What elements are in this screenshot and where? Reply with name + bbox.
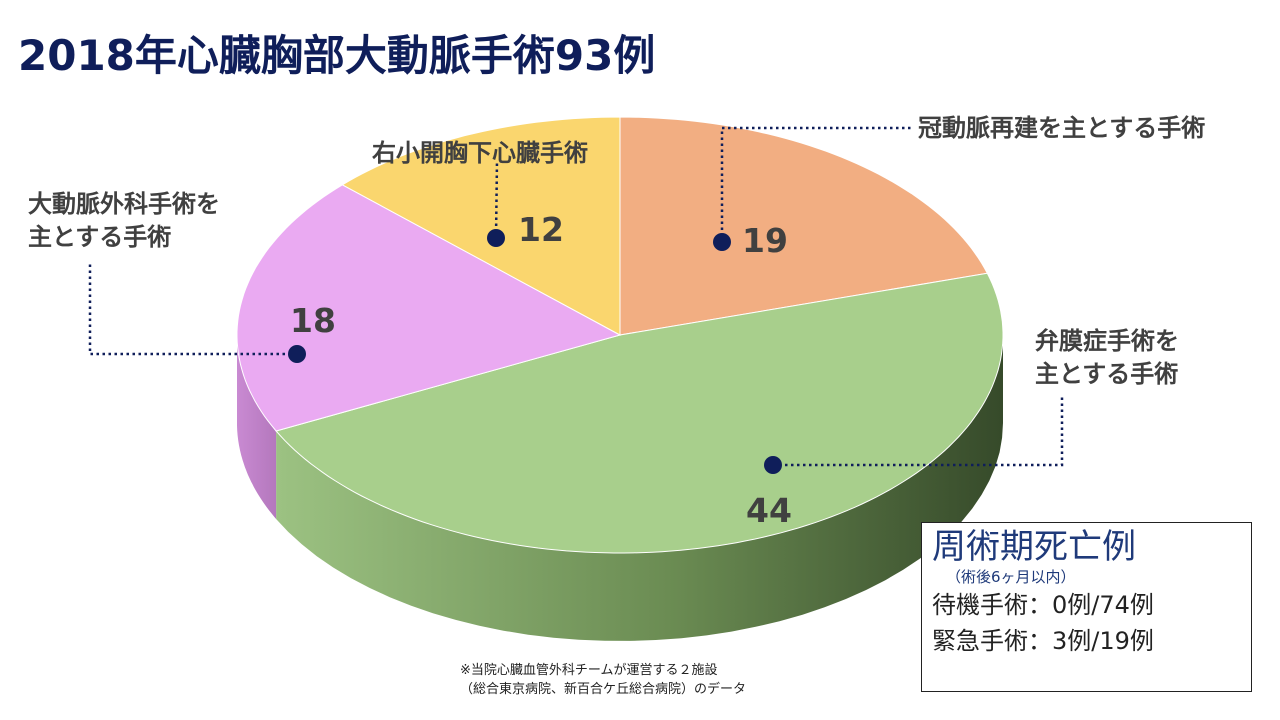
leader-line-valve — [773, 395, 1064, 467]
slice-label-line: 主とする手術 — [1035, 360, 1179, 388]
page-title: 2018年心臓胸部大動脈手術93例 — [18, 31, 656, 80]
pie-side-valve — [276, 335, 1004, 641]
slice-label-line: 冠動脈再建を主とする手術 — [918, 114, 1206, 142]
footnote: ※当院心臓血管外科チームが運営する２施設 （総合東京病院、新百合ケ丘総合病院）の… — [460, 661, 746, 699]
pie-side-aortic — [237, 335, 277, 519]
slice-label-line: 右小開胸下心臓手術 — [372, 139, 588, 167]
mortality-subheading: （術後6ヶ月以内） — [946, 568, 1076, 586]
leader-marker-minithoracotomy — [487, 229, 505, 247]
slice-label-coronary: 冠動脈再建を主とする手術 — [918, 112, 1205, 145]
footnote-line: （総合東京病院、新百合ケ丘総合病院）のデータ — [460, 682, 747, 697]
mortality-heading: 周術期死亡例 — [932, 527, 1136, 567]
slice-label-valve: 弁膜症手術を 主とする手術 — [1035, 325, 1179, 391]
elective-surgery-mortality: 待機手術：0例/74例 — [932, 591, 1154, 619]
slice-label-minithoracotomy: 右小開胸下心臓手術 — [372, 137, 588, 170]
pie-slice-coronary — [619, 116, 989, 336]
slice-label-line: 弁膜症手術を — [1035, 327, 1179, 355]
leader-marker-aortic — [288, 345, 306, 363]
slice-value-aortic: 18 — [290, 301, 336, 340]
leader-marker-valve — [764, 456, 782, 474]
leader-marker-coronary — [713, 233, 731, 251]
slice-label-line: 主とする手術 — [28, 223, 172, 251]
perioperative-mortality-box: 周術期死亡例 （術後6ヶ月以内） 待機手術：0例/74例 緊急手術：3例/19例 — [921, 522, 1252, 692]
pie-slice-aortic — [236, 184, 622, 432]
leader-line-coronary — [720, 126, 912, 242]
slice-label-aortic: 大動脈外科手術を 主とする手術 — [28, 188, 220, 254]
pie-slice-valve — [275, 272, 1004, 554]
pie-slice-minithoracotomy — [341, 116, 621, 336]
slice-value-valve: 44 — [746, 491, 792, 530]
leader-line-minithoracotomy — [494, 159, 499, 239]
slice-value-minithoracotomy: 12 — [518, 210, 564, 249]
slice-label-line: 大動脈外科手術を — [28, 190, 220, 218]
slice-value-coronary: 19 — [742, 221, 788, 260]
emergency-surgery-mortality: 緊急手術：3例/19例 — [932, 627, 1154, 655]
footnote-line: ※当院心臓血管外科チームが運営する２施設 — [460, 663, 718, 678]
